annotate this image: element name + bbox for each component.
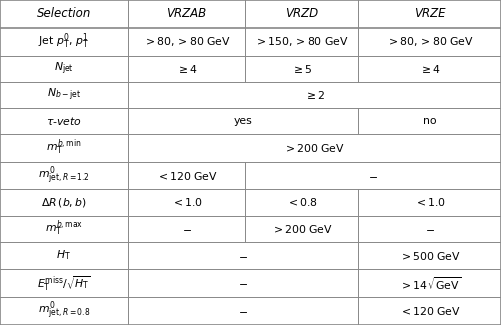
Text: Jet $p_{\mathrm{T}}^{0}$, $p_{\mathrm{T}}^{1}$: Jet $p_{\mathrm{T}}^{0}$, $p_{\mathrm{T}… (38, 32, 90, 51)
Text: $\geq 5$: $\geq 5$ (291, 63, 313, 75)
Text: $-$: $-$ (238, 251, 248, 261)
Text: $> 150, > 80$ GeV: $> 150, > 80$ GeV (255, 35, 349, 48)
Text: $\Delta R\,(b,b)$: $\Delta R\,(b,b)$ (41, 196, 87, 209)
Text: $H_{\mathrm{T}}$: $H_{\mathrm{T}}$ (57, 249, 71, 262)
Text: $< 1.0$: $< 1.0$ (171, 197, 202, 209)
Text: $\tau$-veto: $\tau$-veto (46, 115, 82, 127)
Text: $> 200$ GeV: $> 200$ GeV (271, 223, 333, 235)
Text: VRZD: VRZD (285, 7, 319, 20)
Text: $N_{\mathrm{jet}}$: $N_{\mathrm{jet}}$ (54, 60, 74, 77)
Text: $E_{\mathrm{T}}^{\mathrm{miss}}/\sqrt{H_{\mathrm{T}}}$: $E_{\mathrm{T}}^{\mathrm{miss}}/\sqrt{H_… (37, 274, 91, 292)
Text: $\geq 2$: $\geq 2$ (304, 89, 325, 101)
Text: no: no (423, 116, 436, 126)
Text: $< 0.8$: $< 0.8$ (286, 197, 318, 209)
Text: $-$: $-$ (368, 171, 378, 181)
Text: VRZE: VRZE (414, 7, 445, 20)
Text: $> 14\,\sqrt{\mathrm{GeV}}$: $> 14\,\sqrt{\mathrm{GeV}}$ (398, 275, 461, 292)
Text: $> 80, > 80$ GeV: $> 80, > 80$ GeV (386, 35, 473, 48)
Text: $m_{\mathrm{jet},R=0.8}^{0}$: $m_{\mathrm{jet},R=0.8}^{0}$ (38, 300, 90, 322)
Text: $> 500$ GeV: $> 500$ GeV (399, 250, 460, 262)
Text: Selection: Selection (37, 7, 91, 20)
Text: yes: yes (233, 116, 253, 126)
Text: $< 120$ GeV: $< 120$ GeV (156, 170, 217, 182)
Text: $> 200$ GeV: $> 200$ GeV (284, 142, 345, 154)
Text: $N_{b-\mathrm{jet}}$: $N_{b-\mathrm{jet}}$ (47, 86, 81, 103)
Text: $< 120$ GeV: $< 120$ GeV (399, 305, 460, 317)
Text: $m_{\mathrm{T}}^{b,\mathrm{max}}$: $m_{\mathrm{T}}^{b,\mathrm{max}}$ (45, 218, 83, 239)
Text: $m_{\mathrm{T}}^{b,\mathrm{min}}$: $m_{\mathrm{T}}^{b,\mathrm{min}}$ (46, 138, 82, 158)
Text: $-$: $-$ (238, 278, 248, 288)
Text: $-$: $-$ (238, 306, 248, 316)
Text: VRZAB: VRZAB (166, 7, 207, 20)
Text: $> 80, > 80$ GeV: $> 80, > 80$ GeV (143, 35, 230, 48)
Text: $\geq 4$: $\geq 4$ (176, 63, 197, 75)
Text: $-$: $-$ (425, 224, 434, 234)
Text: $< 1.0$: $< 1.0$ (414, 197, 445, 209)
Text: $m_{\mathrm{jet},R=1.2}^{0}$: $m_{\mathrm{jet},R=1.2}^{0}$ (38, 164, 90, 187)
Text: $-$: $-$ (182, 224, 191, 234)
Text: $\geq 4$: $\geq 4$ (419, 63, 440, 75)
